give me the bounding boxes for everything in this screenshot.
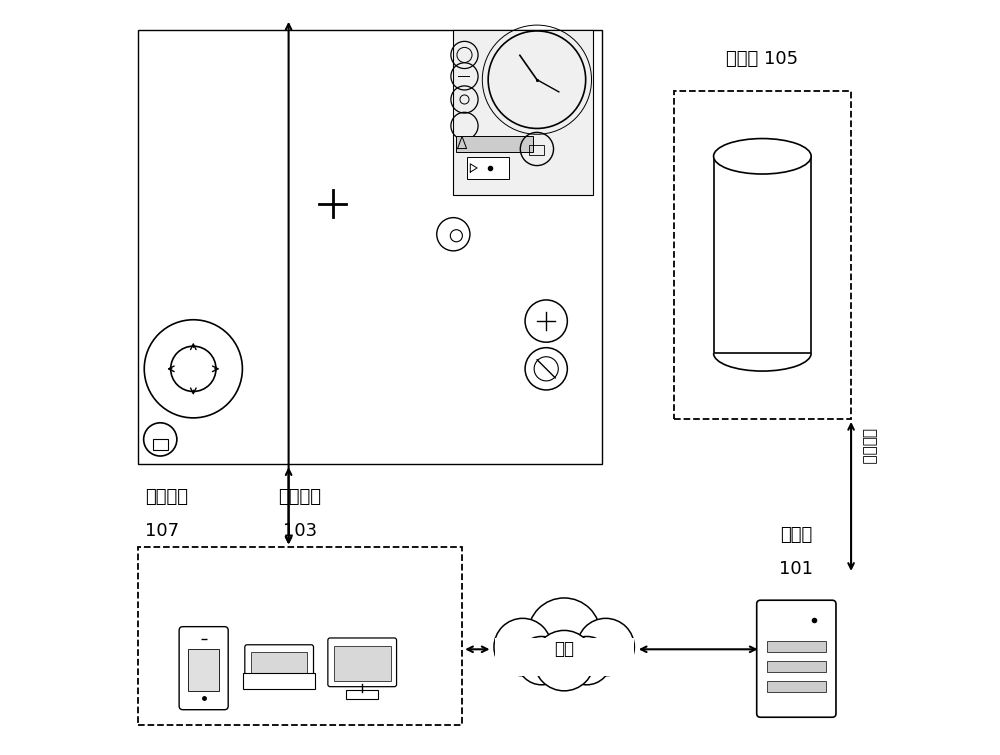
- Bar: [767, 641, 826, 652]
- Bar: [467, 157, 509, 179]
- Bar: [767, 681, 826, 692]
- Bar: [188, 649, 219, 691]
- Text: 数据库 105: 数据库 105: [726, 50, 798, 68]
- Circle shape: [517, 636, 566, 685]
- Circle shape: [577, 618, 634, 676]
- Bar: [456, 136, 533, 153]
- Circle shape: [563, 636, 611, 685]
- Circle shape: [494, 618, 551, 676]
- Ellipse shape: [714, 139, 811, 174]
- Bar: [138, 30, 602, 464]
- Text: 应用程序: 应用程序: [145, 488, 188, 506]
- Bar: [346, 690, 378, 699]
- Text: 107: 107: [145, 522, 179, 540]
- Text: 服务器: 服务器: [780, 525, 812, 544]
- Text: 103: 103: [283, 522, 317, 540]
- Bar: [153, 439, 168, 450]
- FancyBboxPatch shape: [328, 638, 397, 687]
- Bar: [714, 156, 811, 353]
- Text: 存储链路: 存储链路: [861, 428, 876, 464]
- Bar: [495, 638, 634, 676]
- Bar: [243, 673, 315, 689]
- Bar: [453, 30, 593, 196]
- Circle shape: [534, 630, 594, 691]
- Text: 用户终端: 用户终端: [278, 488, 321, 506]
- Circle shape: [528, 598, 600, 670]
- Bar: [767, 661, 826, 672]
- FancyBboxPatch shape: [757, 600, 836, 717]
- Text: 网络: 网络: [554, 640, 574, 658]
- Bar: [334, 646, 391, 681]
- Text: 101: 101: [779, 559, 813, 578]
- FancyBboxPatch shape: [245, 645, 314, 686]
- Bar: [251, 652, 307, 681]
- Bar: [529, 145, 544, 155]
- FancyBboxPatch shape: [179, 627, 228, 710]
